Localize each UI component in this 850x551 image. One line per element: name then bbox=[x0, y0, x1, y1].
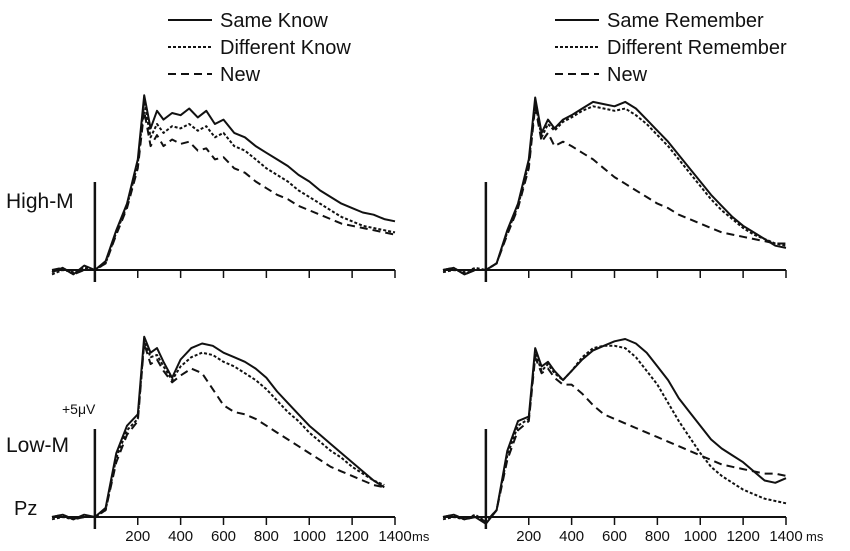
series-line-same-remember bbox=[442, 338, 787, 525]
legend-right: Same Remember Different Remember New bbox=[555, 10, 787, 86]
x-tick-label: 800 bbox=[645, 528, 670, 545]
series-line-new bbox=[442, 105, 786, 276]
series-line-new bbox=[51, 342, 385, 521]
x-tick-label: 600 bbox=[211, 528, 236, 545]
x-unit-label: ms bbox=[412, 529, 430, 544]
x-tick-label: 1000 bbox=[293, 528, 326, 545]
legend-left: Same Know Different Know New bbox=[168, 10, 351, 86]
x-tick-label: 1400 bbox=[378, 528, 411, 545]
x-tick-label: 200 bbox=[125, 528, 150, 545]
x-tick-label: 800 bbox=[254, 528, 279, 545]
scale-label: +5μV bbox=[62, 401, 96, 417]
panel-low-m-remember: 200 400 600 800 1000 1200 1400 ms bbox=[442, 338, 824, 545]
series-line-same-remember bbox=[442, 96, 787, 276]
panel-high-m-remember bbox=[442, 96, 787, 282]
x-tick-label: 1200 bbox=[726, 528, 759, 545]
panel-low-m-know: 200 400 600 800 1000 1200 1400 ms bbox=[51, 335, 430, 545]
row-label-high-m: High-M bbox=[6, 190, 74, 213]
series-line-different-remember bbox=[442, 100, 787, 274]
series-line-different-know bbox=[51, 100, 396, 276]
electrode-label: Pz bbox=[14, 498, 37, 520]
x-unit-label: ms bbox=[806, 529, 824, 544]
series-line-new bbox=[442, 356, 787, 523]
series-line-same-know bbox=[51, 94, 396, 276]
series-line-different-remember bbox=[442, 344, 787, 523]
panel-high-m-know bbox=[51, 94, 396, 282]
series-line-different-know bbox=[51, 340, 385, 521]
x-tick-label: 1200 bbox=[335, 528, 368, 545]
x-tick-label: 400 bbox=[559, 528, 584, 545]
x-tick-label: 400 bbox=[168, 528, 193, 545]
panels: 200 400 600 800 1000 1200 1400 ms 200 400 600 800 10… bbox=[51, 94, 824, 545]
series-line-new bbox=[51, 109, 396, 276]
series-line-same-know bbox=[51, 335, 385, 521]
row-label-low-m: Low-M bbox=[6, 434, 69, 457]
legend-right-entry-new: New bbox=[607, 64, 648, 86]
legend-right-entry-same-remember: Same Remember bbox=[607, 10, 764, 32]
x-tick-label: 1000 bbox=[684, 528, 717, 545]
legend-left-entry-different-know: Different Know bbox=[220, 37, 351, 59]
x-tick-label: 200 bbox=[516, 528, 541, 545]
legend-left-entry-new: New bbox=[220, 64, 261, 86]
x-tick-label: 600 bbox=[602, 528, 627, 545]
legend-left-entry-same-know: Same Know bbox=[220, 10, 328, 32]
x-tick-label: 1400 bbox=[769, 528, 802, 545]
legend-right-entry-different-remember: Different Remember bbox=[607, 37, 787, 59]
